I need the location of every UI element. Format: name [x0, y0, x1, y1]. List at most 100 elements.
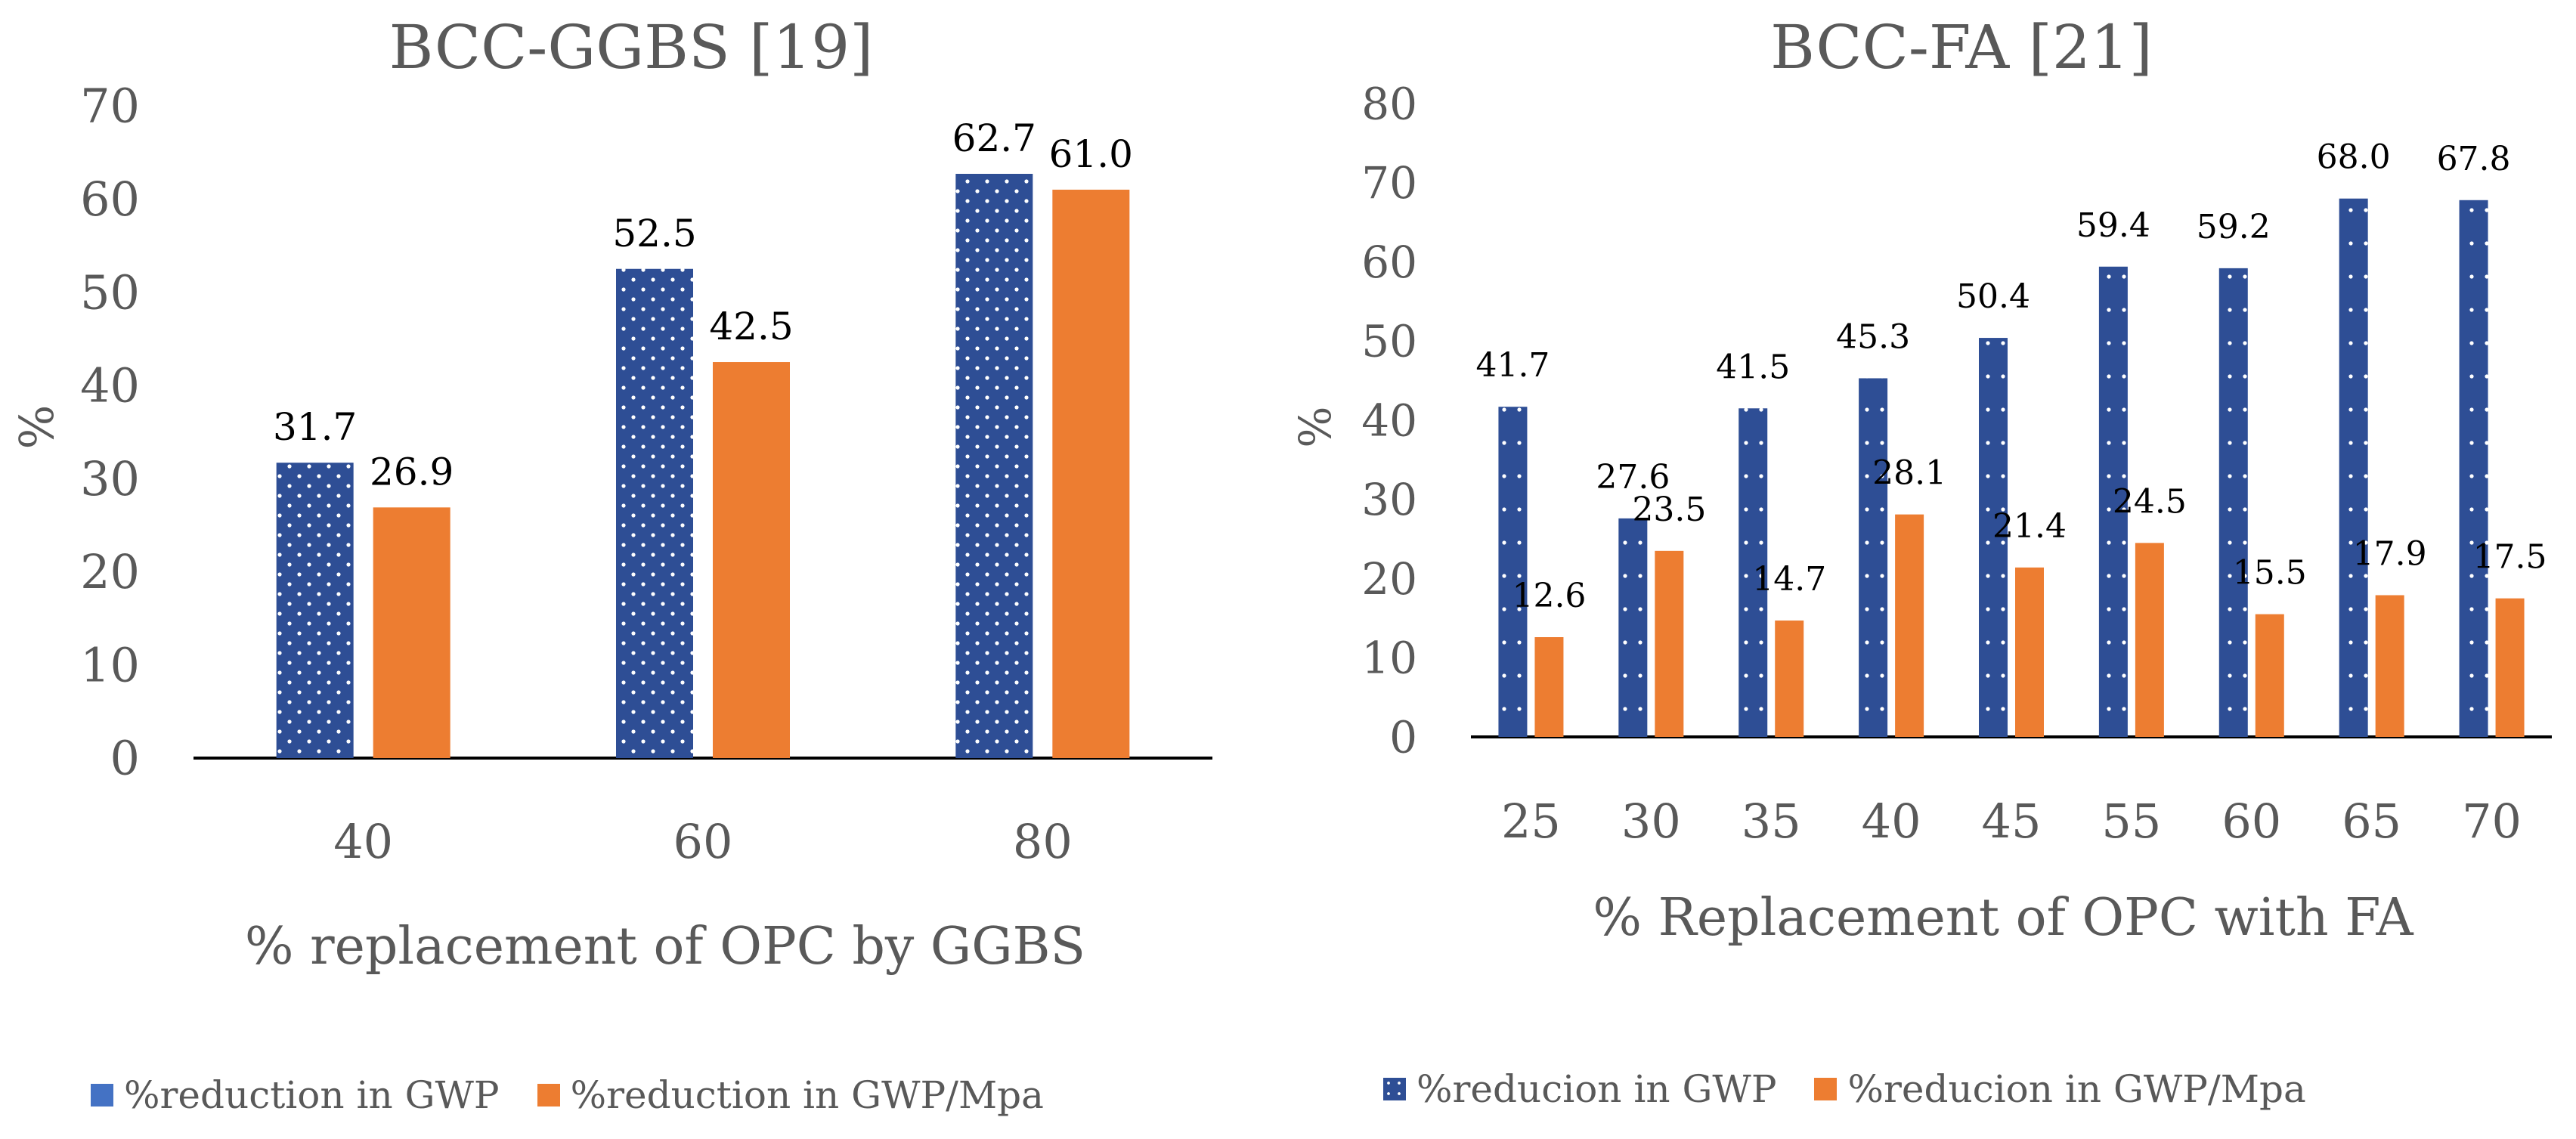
bar-gwp	[2218, 268, 2248, 737]
bar-gwp	[276, 463, 354, 758]
bar-gwp	[1979, 338, 2008, 737]
chart-bcc-ggbs: BCC-GGBS [19] 0 10 20 30 40 50 60 70% 40 31.7 26.9 6…	[9, 12, 1212, 977]
y-tick-label: 40	[80, 358, 140, 413]
bar-gwp-mpa	[1052, 189, 1130, 758]
data-label: 28.1	[1872, 454, 1946, 493]
x-tick-label: 40	[1862, 794, 1921, 849]
x-axis-label: % replacement of OPC by GGBS	[245, 917, 1085, 977]
y-tick-label: 40	[1361, 395, 1417, 446]
bar-gwp-mpa	[713, 362, 790, 758]
x-axis-label: % Replacement of OPC with FA	[1593, 888, 2413, 948]
y-tick-label: 0	[1389, 711, 1417, 763]
bar-gwp-mpa	[1775, 621, 1804, 737]
legend-label-gwp-mpa: %reduction in GWP/Mpa	[570, 1073, 1044, 1117]
legend-item-gwp: %reducion in GWP	[1383, 1067, 1776, 1111]
bar-gwp-mpa	[1895, 514, 1924, 737]
x-tick-label: 80	[1013, 814, 1073, 869]
bar-gwp-mpa	[2255, 614, 2284, 737]
data-label: 67.8	[2437, 140, 2511, 178]
y-tick-label: 0	[110, 731, 140, 786]
bar-gwp	[1738, 408, 1768, 737]
legend-label-gwp-mpa: %reducion in GWP/Mpa	[1847, 1067, 2306, 1111]
bar-gwp	[2098, 266, 2128, 737]
x-tick-label: 65	[2342, 794, 2401, 849]
chart-title: BCC-GGBS [19]	[389, 12, 874, 82]
y-tick-label: 70	[80, 79, 140, 134]
bar-gwp-mpa	[1534, 637, 1564, 737]
data-label: 52.5	[612, 212, 696, 255]
x-tick-label: 40	[333, 814, 393, 869]
x-tick-label: 70	[2462, 794, 2522, 849]
data-label: 12.6	[1512, 577, 1586, 615]
y-tick-label: 10	[80, 637, 140, 692]
y-tick-label: 30	[80, 451, 140, 506]
bar-gwp	[1498, 407, 1528, 737]
y-tick-label: 50	[1361, 316, 1417, 367]
legend-swatch-gwp	[1383, 1078, 1406, 1100]
legend-item-gwp-mpa: %reduction in GWP/Mpa	[537, 1073, 1044, 1117]
x-tick-label: 25	[1501, 794, 1561, 849]
data-label: 14.7	[1752, 560, 1826, 599]
bar-gwp	[1618, 518, 1648, 737]
data-label: 59.2	[2197, 208, 2271, 246]
data-label: 68.0	[2317, 138, 2391, 177]
legend-item-gwp-mpa: %reducion in GWP/Mpa	[1814, 1067, 2306, 1111]
data-label: 62.7	[952, 116, 1036, 160]
legend-swatch-gwp-mpa	[1814, 1078, 1838, 1100]
legend-swatch-gwp-mpa	[537, 1084, 560, 1107]
x-tick-label: 35	[1742, 794, 1801, 849]
y-axis-label: %	[1290, 406, 1341, 447]
data-label: 31.7	[273, 405, 357, 449]
y-tick-label: 60	[80, 172, 140, 227]
y-tick-label: 50	[80, 265, 140, 320]
data-label: 27.6	[1596, 458, 1670, 497]
data-label: 61.0	[1049, 132, 1133, 176]
data-label: 17.5	[2473, 538, 2547, 577]
legend-ggbs: %reduction in GWP %reduction in GWP/Mpa	[91, 1073, 1082, 1117]
legend-swatch-gwp	[91, 1084, 113, 1107]
bar-gwp-mpa	[2135, 543, 2164, 737]
data-label: 42.5	[709, 305, 793, 348]
x-tick-label: 55	[2101, 794, 2161, 849]
bar-gwp-mpa	[2495, 598, 2525, 737]
data-label: 21.4	[1992, 507, 2067, 546]
chart-bcc-fa: BCC-FA [21] 0 10 20 30 40 50 60 70 80% 25 41.7 12.6 3…	[1290, 12, 2552, 948]
data-label: 45.3	[1836, 317, 1910, 356]
chart-title: BCC-FA [21]	[1770, 12, 2153, 82]
data-label: 41.7	[1475, 346, 1550, 385]
y-tick-label: 80	[1361, 78, 1417, 129]
x-tick-label: 60	[2221, 794, 2281, 849]
legend-label-gwp: %reducion in GWP	[1416, 1067, 1777, 1111]
y-tick-label: 30	[1361, 474, 1417, 525]
data-label: 26.9	[370, 450, 454, 494]
data-label: 23.5	[1632, 491, 1706, 529]
y-tick-label: 20	[1361, 553, 1417, 605]
data-label: 15.5	[2233, 554, 2307, 593]
bar-gwp-mpa	[1655, 550, 1684, 737]
y-tick-label: 20	[80, 544, 140, 599]
data-label: 17.9	[2353, 534, 2427, 573]
y-tick-label: 70	[1361, 157, 1417, 209]
x-tick-label: 60	[673, 814, 733, 869]
bar-gwp-mpa	[2015, 567, 2044, 737]
bar-gwp-mpa	[373, 507, 450, 758]
y-axis-label: %	[9, 405, 64, 450]
data-label: 41.5	[1716, 348, 1790, 386]
x-tick-label: 30	[1621, 794, 1681, 849]
bar-gwp	[955, 173, 1033, 759]
data-label: 24.5	[2113, 482, 2187, 521]
y-tick-label: 60	[1361, 237, 1417, 288]
bar-gwp	[1859, 378, 1888, 737]
bar-gwp	[2459, 200, 2488, 737]
y-tick-label: 10	[1361, 633, 1417, 684]
bar-gwp	[2339, 198, 2368, 737]
legend-label-gwp: %reduction in GWP	[124, 1073, 500, 1117]
x-tick-label: 45	[1982, 794, 2042, 849]
data-label: 59.4	[2076, 206, 2150, 245]
legend-item-gwp: %reduction in GWP	[91, 1073, 500, 1117]
legend-fa: %reducion in GWP %reducion in GWP/Mpa	[1383, 1067, 2344, 1111]
data-label: 50.4	[1956, 277, 2030, 316]
bar-gwp	[616, 268, 693, 758]
bar-gwp-mpa	[2375, 595, 2404, 737]
